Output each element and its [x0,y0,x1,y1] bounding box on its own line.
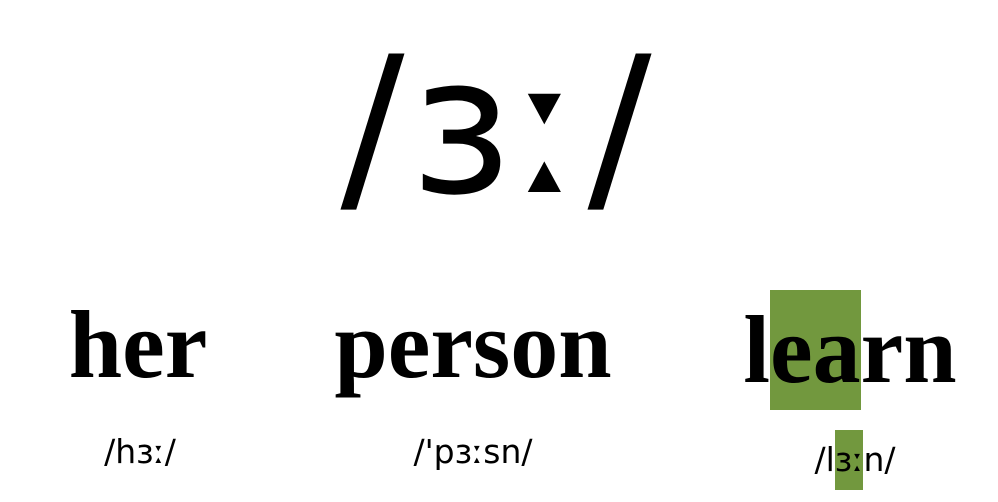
example-word-her: her [68,291,208,398]
ipa-her: /hɜː/ [104,432,176,471]
ipa-suffix: n/ [863,440,896,479]
phoneme-symbol: /ɜː/ [340,16,658,237]
highlighted-letters: ea [770,290,861,410]
highlighted-phoneme: ɜː [834,430,864,490]
word-prefix: l [743,296,771,403]
ipa-person: /'pɜːsn/ [413,432,533,471]
ipa-prefix: /l [814,440,835,479]
word-suffix: rn [860,296,957,403]
example-word-person: person [334,291,612,398]
example-word-learn: learn [732,290,968,410]
ipa-learn: /lɜːn/ [770,430,940,490]
